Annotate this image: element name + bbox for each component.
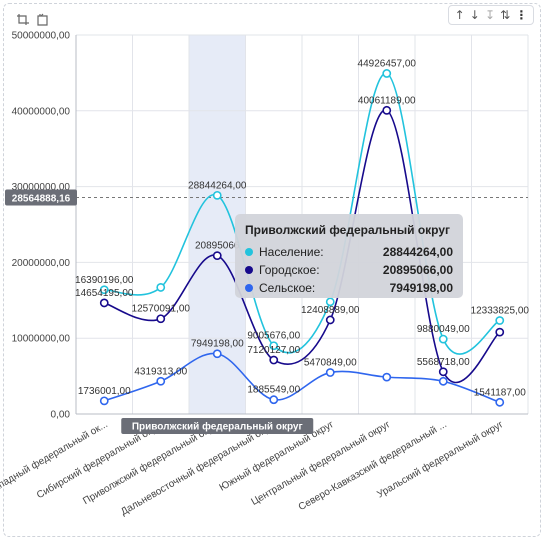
data-label: 12570091,00 (132, 304, 191, 315)
data-point (156, 283, 166, 292)
chart-toolbar: ↑ ↓ ↧ ⇅ ⋮ (448, 5, 534, 25)
tooltip-dot-urban (245, 266, 253, 274)
tooltip-value: 7949198,00 (389, 281, 453, 295)
data-point (325, 315, 335, 325)
y-tick-label: 0,00 (51, 410, 71, 421)
sort-disabled-icon[interactable]: ↧ (484, 8, 496, 22)
data-point (495, 327, 505, 337)
tooltip-dot-population (245, 248, 253, 256)
data-label: 7949198,00 (191, 339, 244, 350)
data-label: 5470849,00 (304, 358, 357, 369)
sort-alphabetical-icon[interactable]: ⇅ (500, 8, 511, 22)
data-point (212, 251, 222, 261)
data-point (156, 376, 166, 386)
data-point (382, 105, 392, 115)
data-label: 20895066 (195, 241, 240, 252)
tooltip-row-population: Население: 28844264,00 (245, 243, 453, 261)
data-point (382, 372, 392, 382)
tooltip-name: Сельское: (259, 281, 316, 295)
data-label: 44926457,00 (358, 58, 417, 69)
data-point (269, 355, 279, 365)
crop-icon[interactable] (16, 13, 30, 27)
data-label: 12333825,00 (471, 306, 530, 317)
data-label: 1736001,00 (78, 386, 131, 397)
data-point (212, 349, 222, 359)
data-point (156, 314, 166, 324)
data-point (438, 376, 448, 386)
tooltip-name: Городское: (259, 263, 320, 277)
data-point (495, 397, 505, 407)
y-tick-label: 20000000,00 (12, 258, 71, 269)
data-label: 1541187,00 (474, 387, 527, 398)
reset-zoom-icon[interactable] (36, 13, 50, 27)
more-options-icon[interactable]: ⋮ (515, 8, 528, 22)
data-point (325, 297, 335, 307)
data-point (495, 316, 505, 325)
data-label: 9005676,00 (247, 331, 300, 342)
series-line-2 (103, 352, 501, 404)
crosshair-value-badge (5, 189, 77, 206)
y-tick-label: 40000000,00 (12, 106, 71, 117)
tooltip-dot-rural (245, 284, 253, 292)
tooltip-name: Население: (259, 245, 324, 259)
data-point (382, 69, 392, 78)
data-label: 16390196,00 (75, 275, 134, 286)
tooltip-value: 28844264,00 (382, 245, 453, 259)
data-label: 5568718,00 (417, 357, 470, 368)
data-point (438, 367, 448, 377)
tooltip-row-urban: Городское: 20895066,00 (245, 261, 453, 279)
category-tag (121, 418, 314, 434)
y-tick-label: 50000000,00 (12, 31, 71, 42)
sort-ascending-icon[interactable]: ↑ (454, 8, 465, 22)
data-label: 1885549,00 (247, 385, 300, 396)
data-label: 7120127,00 (247, 345, 300, 356)
data-label: 40061189,00 (358, 95, 416, 106)
sort-descending-icon[interactable]: ↓ (469, 8, 480, 22)
data-point (269, 395, 279, 405)
data-label: 9880049,00 (417, 324, 470, 335)
tooltip-title: Приволжский федеральный округ (245, 223, 451, 237)
top-left-controls (16, 13, 50, 27)
category-tag-label: Приволжский федеральный округ (132, 421, 303, 433)
data-label: 4319313,00 (134, 366, 187, 377)
data-label: 12408889,00 (301, 305, 360, 316)
data-point (438, 334, 448, 344)
data-label: 14654195,00 (75, 288, 134, 299)
tooltip: Приволжский федеральный округ Население:… (235, 214, 463, 298)
data-point (99, 285, 109, 295)
tooltip-value: 20895066,00 (382, 263, 453, 277)
data-label: 28844264,00 (188, 180, 247, 191)
data-point (99, 298, 109, 308)
data-point (269, 341, 279, 351)
y-tick-label: 10000000,00 (12, 334, 71, 345)
data-point (325, 368, 335, 377)
data-point (99, 396, 109, 406)
y-tick-label: 30000000,00 (12, 182, 71, 193)
tooltip-row-rural: Сельское: 7949198,00 (245, 279, 453, 297)
data-point (212, 190, 222, 200)
crosshair-value-label: 28564888,16 (12, 193, 71, 204)
